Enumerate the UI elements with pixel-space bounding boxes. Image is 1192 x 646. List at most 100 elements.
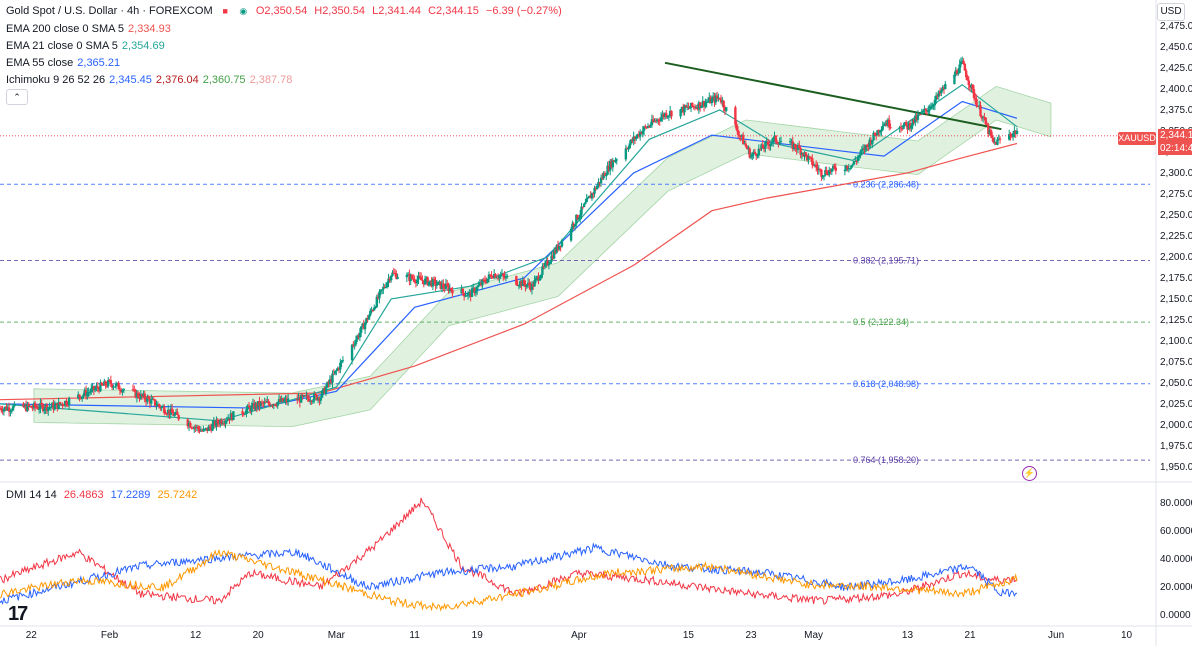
candle-body <box>7 407 11 412</box>
indicator-legend-row[interactable]: EMA 55 close 2,365.21 <box>6 55 124 72</box>
candle-body <box>771 137 775 143</box>
candle-body <box>311 400 315 402</box>
candle-body <box>549 261 552 264</box>
candle-body <box>417 275 420 280</box>
candle-body <box>606 165 609 175</box>
candle-body <box>641 130 645 134</box>
price-tick-label: 1,950.00 <box>1160 462 1192 473</box>
candle-body <box>940 90 943 94</box>
candle-body <box>519 281 522 286</box>
candle-body <box>684 105 688 108</box>
candle-body <box>242 413 246 415</box>
symbol-title[interactable]: Gold Spot / U.S. Dollar · 4h · FOREXCOM <box>6 5 213 17</box>
candle-body <box>393 273 397 275</box>
candle-body <box>828 169 831 176</box>
indicator-legend-row[interactable]: EMA 200 close 0 SMA 5 2,334.93 <box>6 21 175 38</box>
candle-body <box>770 142 774 144</box>
candle-body <box>354 339 358 345</box>
candle-body <box>104 381 107 386</box>
candle-body <box>778 142 781 145</box>
price-tick-label: 2,400.00 <box>1160 84 1192 95</box>
candle-body <box>370 310 373 312</box>
flag-icon[interactable]: ■ <box>222 5 228 16</box>
candle-body <box>56 403 59 409</box>
candle-body <box>477 285 480 287</box>
dmi-tick-label: 80.0000 <box>1160 498 1192 509</box>
lightning-icon[interactable]: ⚡ <box>1022 466 1037 481</box>
candle-body <box>498 275 501 279</box>
candle-body <box>809 156 813 159</box>
candle-body <box>882 124 886 127</box>
candle-body <box>169 408 173 415</box>
candle-body <box>976 106 980 108</box>
time-tick-label: 22 <box>26 630 38 641</box>
candle-body <box>775 141 779 144</box>
candle-body <box>229 413 232 421</box>
candle-body <box>977 105 981 107</box>
candle-body <box>850 165 853 169</box>
price-tick-label: 2,425.00 <box>1160 63 1192 74</box>
candle-body <box>625 148 629 150</box>
candle-body <box>912 119 916 123</box>
candle-body <box>577 217 581 220</box>
candle-body <box>666 116 669 118</box>
candle-body <box>933 100 937 106</box>
candle-body <box>885 123 888 126</box>
candle-body <box>766 141 770 145</box>
candle-body <box>40 402 43 405</box>
candle-body <box>9 411 12 413</box>
candle-body <box>326 382 329 388</box>
candle-body <box>966 77 969 81</box>
candle-body <box>988 130 991 134</box>
indicator-legend-row[interactable]: EMA 21 close 0 SMA 5 2,354.69 <box>6 38 169 55</box>
candle-body <box>323 388 326 394</box>
candle-body <box>101 384 105 386</box>
candle-body <box>532 283 535 287</box>
currency-button[interactable]: USD <box>1157 3 1185 21</box>
indicator-value: 2,345.45 <box>109 74 152 86</box>
candle-body <box>176 411 179 415</box>
candle-body <box>472 288 475 290</box>
candle-body <box>32 403 36 408</box>
candle-body <box>194 427 197 429</box>
candle-body <box>554 250 557 253</box>
candle-body <box>898 127 901 129</box>
candle-body <box>258 401 261 407</box>
indicator-legend-row[interactable]: Ichimoku 9 26 52 26 2,345.45 2,376.04 2,360… <box>6 72 296 89</box>
candle-body <box>273 404 277 406</box>
candle-body <box>717 97 720 99</box>
candle-body <box>740 135 744 137</box>
candle-body <box>6 407 10 411</box>
candle-body <box>1010 135 1013 137</box>
time-tick-label: 23 <box>745 630 757 641</box>
candle-body <box>649 125 652 127</box>
candle-body <box>713 96 716 103</box>
candle-body <box>928 109 931 111</box>
candle-body <box>190 427 193 429</box>
candle-body <box>546 260 549 266</box>
tradingview-logo-icon[interactable]: 17 <box>8 603 28 625</box>
candle-body <box>88 392 92 394</box>
candle-body <box>889 127 892 129</box>
candle-body <box>113 386 116 388</box>
candle-body <box>572 223 575 227</box>
candle-body <box>931 106 934 108</box>
candle-body <box>156 404 159 406</box>
candle-body <box>718 97 721 100</box>
candle-body <box>555 245 558 253</box>
candle-body <box>410 275 414 279</box>
candle-body <box>60 403 63 405</box>
candle-body <box>121 389 124 392</box>
collapse-legend-button[interactable]: ⌃ <box>6 89 28 105</box>
candle-body <box>851 164 854 166</box>
candle-body <box>693 106 697 108</box>
time-tick-label: Mar <box>328 630 346 641</box>
candle-body <box>160 406 163 409</box>
candle-body <box>422 280 425 285</box>
candle-body <box>719 99 723 103</box>
candle-body <box>539 274 543 279</box>
candle-body <box>989 130 993 136</box>
candle-body <box>601 177 604 179</box>
dmi-label[interactable]: DMI 14 14 <box>6 489 57 501</box>
